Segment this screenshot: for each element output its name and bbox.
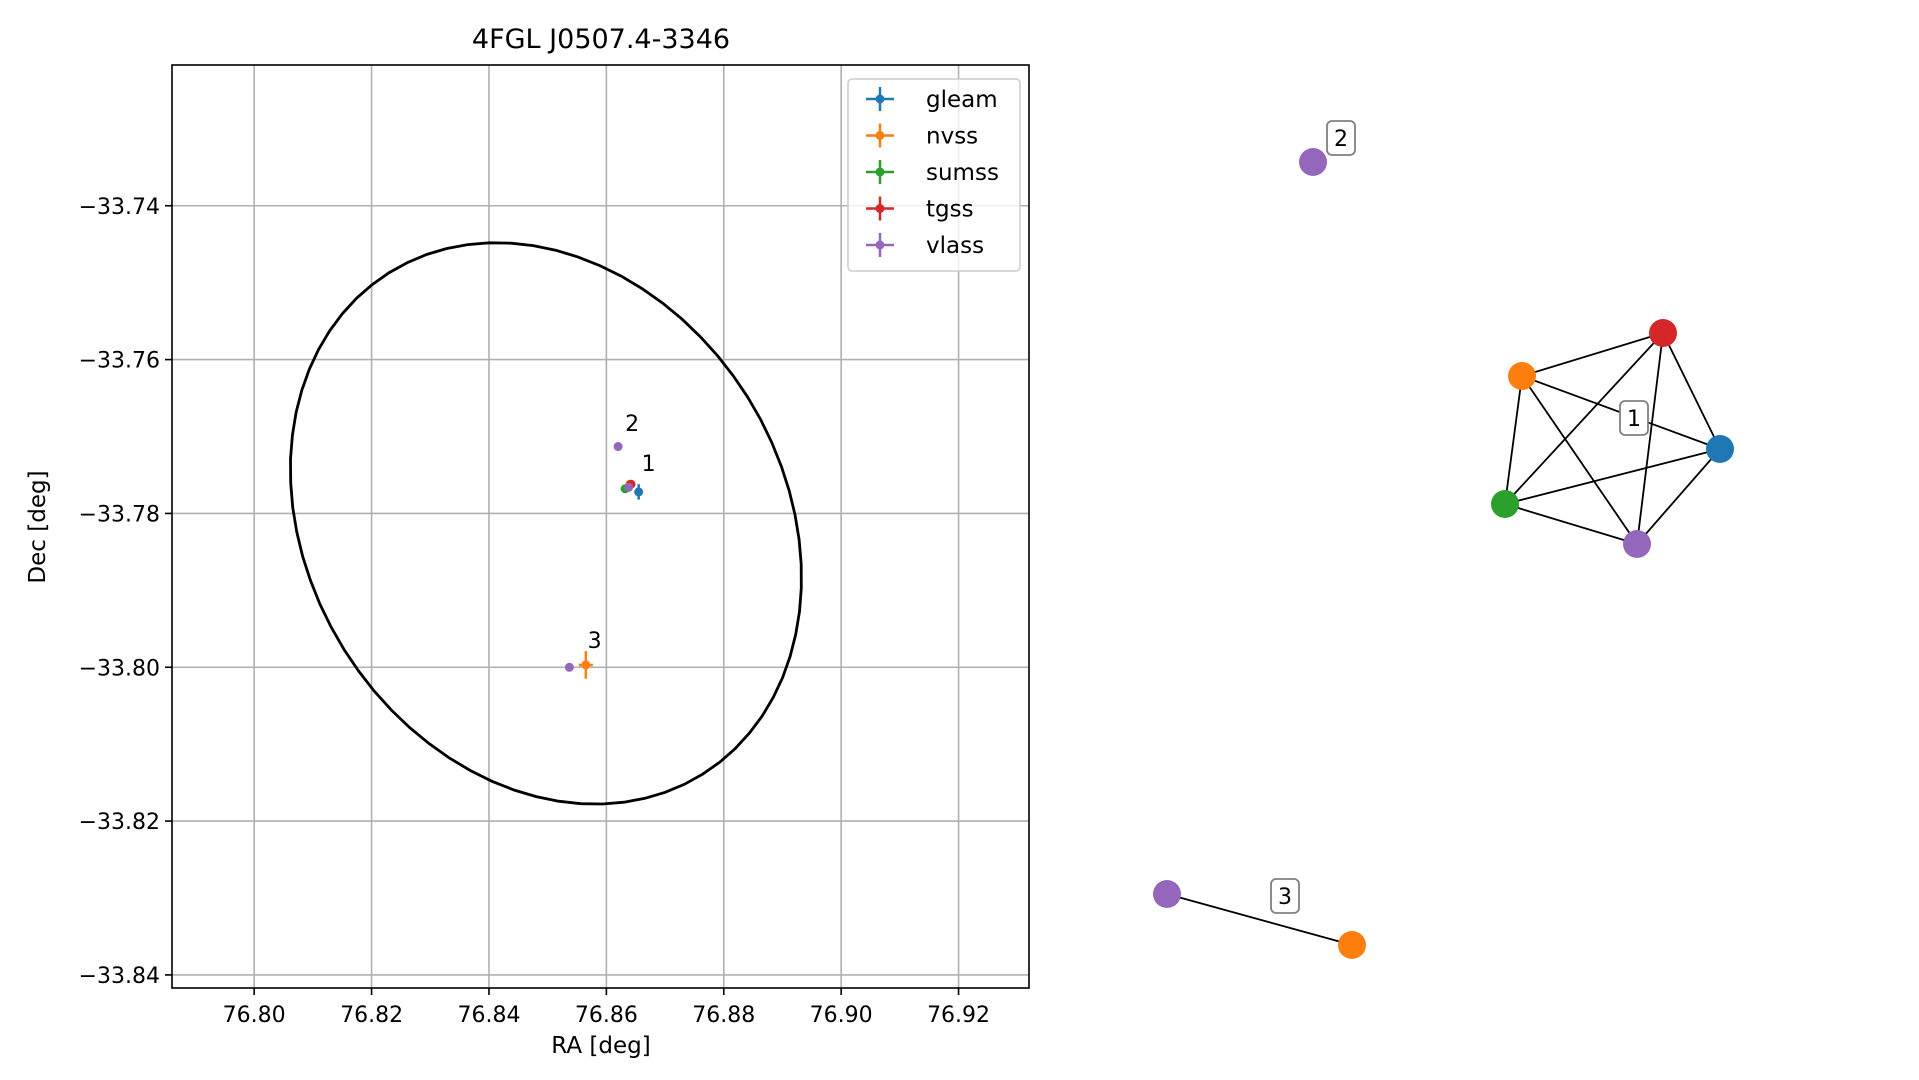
x-axis-ticks: 76.80 76.82 76.84 76.86 76.88 76.90 76.92: [223, 988, 990, 1028]
chart-title: 4FGL J0507.4-3346: [472, 24, 730, 55]
legend-entry-gleam: gleam: [866, 87, 998, 113]
graph-node-nvss: [1508, 362, 1536, 390]
legend-marker: [875, 167, 885, 177]
graph-node-sumss: [1491, 490, 1519, 518]
legend-entry-tgss: tgss: [866, 196, 974, 223]
group-annotations: 12 3: [588, 412, 656, 654]
legend-label: nvss: [926, 124, 978, 150]
graph-group-label: 2: [1326, 120, 1356, 156]
legend-marker: [875, 204, 885, 213]
x-tick-label: 76.88: [692, 1003, 755, 1028]
graph-node-vlass: [1153, 880, 1181, 908]
graph-edge: [1521, 332, 1664, 377]
x-tick-label: 76.82: [340, 1003, 403, 1028]
graph-edge: [1504, 375, 1523, 505]
legend-entry-nvss: nvss: [866, 123, 978, 150]
annotation-label: 3: [588, 629, 602, 654]
marker-vlass: [624, 482, 634, 492]
legend-label: vlass: [926, 233, 984, 259]
y-axis-label: Dec [deg]: [25, 470, 51, 583]
y-tick-label: −33.82: [79, 810, 160, 835]
axes-frame: [171, 64, 1030, 989]
y-axis-ticks: −33.84 −33.82 −33.80 −33.78 −33.76 −33.74: [79, 195, 172, 989]
sky-plot: 4FGL J0507.4-3346 123 76.80 76.82 76.84 76.…: [25, 24, 1030, 1059]
point: [634, 487, 644, 497]
y-tick-label: −33.78: [79, 502, 160, 527]
x-tick-label: 76.80: [223, 1003, 286, 1028]
graph-group-labels: 1 2 3: [1270, 120, 1649, 914]
x-tick-label: 76.84: [457, 1003, 520, 1028]
x-tick-label: 76.86: [575, 1003, 638, 1028]
graph-group-label: 3: [1270, 878, 1300, 914]
legend-label: gleam: [926, 87, 998, 113]
x-tick-label: 76.90: [810, 1003, 873, 1028]
y-tick-label: −33.76: [79, 349, 160, 374]
group-label-text: 1: [1627, 407, 1641, 432]
point: [564, 662, 574, 672]
annotation-label: 1: [642, 452, 656, 477]
graph-edge: [1636, 332, 1664, 545]
point: [624, 482, 634, 492]
group-label-text: 3: [1278, 885, 1292, 910]
y-tick-label: −33.80: [79, 656, 160, 681]
graph-edge: [1504, 503, 1638, 545]
legend-marker: [875, 131, 885, 140]
legend-label: tgss: [926, 197, 974, 223]
group-label-box: [1270, 878, 1300, 914]
group-label-box: [1326, 120, 1356, 156]
group-label-box: [1619, 400, 1649, 436]
graph-node-vlass: [1299, 148, 1327, 176]
data-markers: [564, 442, 644, 679]
legend-entry-sumss: sumss: [866, 160, 999, 186]
graph-edge: [1662, 332, 1721, 450]
x-tick-label: 76.92: [927, 1003, 990, 1028]
legend-entry-vlass: vlass: [866, 233, 984, 259]
legend: gleam nvss sumss tgss vlass: [847, 78, 1021, 272]
y-tick-label: −33.74: [79, 195, 160, 220]
localization-ellipse: [289, 241, 803, 806]
graph-node-vlass: [1623, 530, 1651, 558]
legend-marker: [875, 240, 885, 250]
graph-edge: [1636, 448, 1721, 545]
graph-node-tgss: [1649, 319, 1677, 347]
marker-nvss: [578, 651, 593, 679]
crossmatch-graph: 1 2 3: [1153, 120, 1734, 959]
graph-node-gleam: [1706, 435, 1734, 463]
graph-edge: [1504, 332, 1664, 505]
annotation-label: 2: [625, 412, 639, 437]
legend-label: sumss: [926, 160, 999, 186]
graph-nodes: [1153, 148, 1734, 959]
x-axis-label: RA [deg]: [551, 1033, 650, 1059]
point: [581, 660, 591, 670]
graph-edges: [1166, 332, 1721, 946]
legend-box: [847, 78, 1021, 272]
y-tick-label: −33.84: [79, 964, 160, 989]
graph-node-nvss: [1338, 931, 1366, 959]
group-label-text: 2: [1334, 127, 1348, 152]
graph-group-label: 1: [1619, 400, 1649, 436]
graph-edge: [1166, 893, 1353, 946]
graph-edge: [1504, 448, 1721, 505]
point: [613, 442, 623, 452]
graph-edge: [1521, 375, 1638, 545]
marker-vlass: [613, 442, 623, 452]
marker-vlass: [564, 662, 574, 672]
marker-gleam: [634, 484, 644, 500]
legend-marker: [875, 94, 885, 104]
